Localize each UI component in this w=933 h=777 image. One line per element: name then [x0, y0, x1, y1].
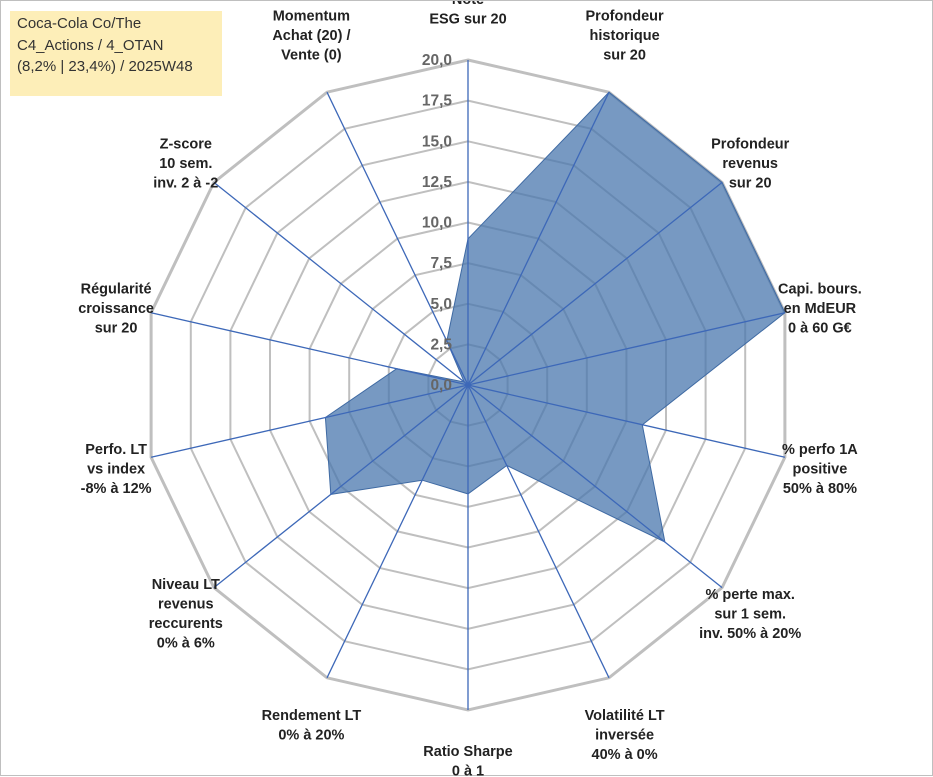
axis-label-6: % perte max. sur 1 sem. inv. 50% à 20% — [699, 587, 801, 642]
axis-label-1: Note ESG sur 20 — [429, 1, 506, 28]
axis-label-line: Capi. bours. — [778, 281, 862, 297]
axis-label-line: sur 20 — [603, 47, 646, 63]
axis-label-line: Niveau LT — [152, 577, 220, 593]
axis-label-line: 10 sem. — [159, 156, 212, 172]
axis-label-line: croissance — [78, 301, 154, 317]
tick-label-2: 5,0 — [430, 296, 452, 313]
axis-label-line: 40% à 0% — [592, 747, 658, 763]
axis-label-5: % perfo 1A positive 50% à 80% — [782, 442, 858, 497]
axis-label-line: ESG sur 20 — [429, 12, 506, 28]
axis-label-line: % perfo 1A — [782, 442, 858, 458]
axis-label-line: sur 20 — [729, 176, 772, 192]
axis-label-line: 0 à 1 — [452, 764, 484, 777]
axis-label-line: % perte max. — [705, 587, 794, 603]
data-series-area — [325, 92, 785, 542]
tick-label-7: 17,5 — [422, 93, 453, 110]
axis-label-line: historique — [590, 28, 660, 44]
axis-label-2: Profondeur historique sur 20 — [586, 8, 664, 63]
axis-label-line: vs index — [87, 462, 145, 478]
axis-label-line: Vente (0) — [281, 47, 342, 63]
axis-label-line: inv. 2 à -2 — [153, 176, 218, 192]
axis-label-line: Profondeur — [586, 8, 664, 24]
axis-label-line: en MdEUR — [784, 301, 857, 317]
axis-label-line: -8% à 12% — [81, 481, 152, 497]
axis-label-line: sur 20 — [95, 320, 138, 336]
axis-label-line: revenus — [158, 597, 214, 613]
axis-label-line: 0% à 20% — [278, 728, 344, 744]
axis-label-14: Momentum Achat (20) / Vente (0) — [272, 8, 350, 63]
axis-label-line: revenus — [722, 156, 778, 172]
tick-label-3: 7,5 — [430, 255, 452, 272]
axis-label-line: Note — [452, 1, 484, 8]
tick-label-1: 2,5 — [430, 336, 452, 353]
axis-label-line: 0% à 6% — [157, 636, 215, 652]
tick-label-5: 12,5 — [422, 174, 453, 191]
axis-label-4: Capi. bours. en MdEUR 0 à 60 G€ — [778, 281, 862, 336]
tick-label-4: 10,0 — [422, 215, 452, 232]
axis-label-line: positive — [793, 462, 848, 478]
axis-label-line: 0 à 60 G€ — [788, 320, 852, 336]
axis-label-line: Ratio Sharpe — [423, 744, 512, 760]
axis-label-line: Z-score — [160, 137, 212, 153]
axis-label-13: Z-score 10 sem. inv. 2 à -2 — [153, 137, 218, 192]
axis-label-12: Régularité croissance sur 20 — [78, 281, 154, 336]
axis-label-11: Perfo. LT vs index -8% à 12% — [81, 442, 152, 497]
axis-label-line: 50% à 80% — [783, 481, 857, 497]
axis-label-line: Volatilité LT — [585, 708, 665, 724]
tick-label-6: 15,0 — [422, 133, 452, 150]
axis-label-line: inversée — [595, 728, 654, 744]
axis-label-line: Rendement LT — [262, 708, 362, 724]
tick-label-8: 20,0 — [422, 52, 452, 69]
axis-label-line: reccurents — [149, 616, 223, 632]
axis-label-line: Régularité — [81, 281, 152, 297]
axis-label-9: Rendement LT 0% à 20% — [262, 708, 362, 744]
axis-label-10: Niveau LT revenus reccurents 0% à 6% — [149, 577, 223, 652]
axis-label-line: Achat (20) / — [272, 28, 350, 44]
axis-label-line: Perfo. LT — [85, 442, 147, 458]
axis-label-line: inv. 50% à 20% — [699, 626, 801, 642]
axis-label-line: Momentum — [273, 8, 350, 24]
axis-label-line: sur 1 sem. — [714, 606, 786, 622]
axis-label-7: Volatilité LT inversée 40% à 0% — [585, 708, 665, 763]
tick-label-0: 0,0 — [430, 377, 452, 394]
axis-label-line: Profondeur — [711, 137, 789, 153]
axis-label-8: Ratio Sharpe 0 à 1 — [423, 744, 512, 777]
